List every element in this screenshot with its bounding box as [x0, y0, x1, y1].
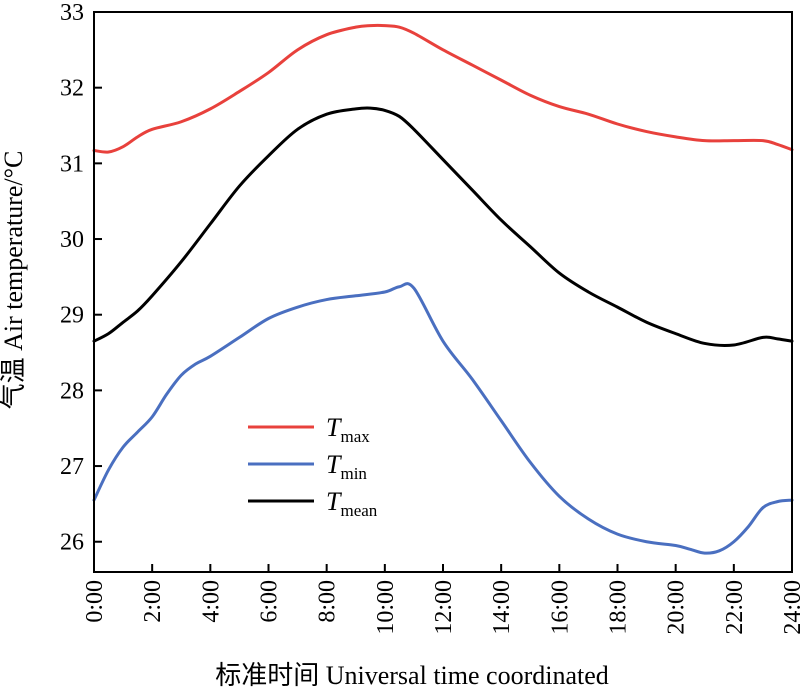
x-tick-label: 20:00 — [664, 580, 690, 635]
y-tick-label: 30 — [60, 227, 84, 253]
series-line-max — [92, 23, 794, 154]
legend-symbol: T — [326, 450, 342, 479]
x-tick-label: 10:00 — [373, 580, 399, 635]
x-axis: 0:00 2:00 4:00 6:00 8:00 10:00 12:00 14:00 16:00… — [82, 564, 800, 635]
x-tick-label: 4:00 — [198, 580, 224, 623]
x-tick-label: 16:00 — [547, 580, 573, 635]
x-tick-label: 6:00 — [257, 580, 283, 623]
legend-label-mean: Tmean — [326, 487, 378, 520]
x-tick-label: 18:00 — [606, 580, 632, 635]
legend-label-min: Tmin — [326, 450, 367, 483]
y-axis: 26 27 28 29 30 31 32 33 — [60, 0, 102, 556]
y-tick-label: 29 — [60, 303, 84, 329]
legend-subscript: max — [340, 427, 370, 446]
y-axis-title: 气温 Air temperature/°C — [0, 151, 28, 410]
x-tick-label: 12:00 — [431, 580, 457, 635]
x-tick-label: 0:00 — [82, 580, 108, 623]
x-tick-label: 2:00 — [140, 580, 166, 623]
y-tick-label: 31 — [60, 151, 84, 177]
legend-subscript: mean — [340, 501, 377, 520]
x-axis-title: 标准时间 Universal time coordinated — [215, 661, 609, 690]
plot-lines — [92, 23, 794, 555]
y-tick-label: 32 — [60, 76, 84, 102]
legend-symbol: T — [326, 487, 342, 516]
x-tick-label: 14:00 — [489, 580, 515, 635]
legend-symbol: T — [326, 413, 342, 442]
series-line-min — [92, 282, 794, 555]
plot-frame — [93, 11, 793, 573]
y-tick-label: 26 — [60, 530, 84, 556]
x-tick-label: 22:00 — [722, 580, 748, 635]
legend-label-max: Tmax — [326, 413, 370, 446]
x-tick-label: 8:00 — [315, 580, 341, 623]
y-tick-label: 33 — [60, 0, 84, 26]
x-tick-label: 24:00 — [780, 580, 800, 635]
y-tick-label: 27 — [60, 454, 84, 480]
y-tick-label: 28 — [60, 378, 84, 404]
legend-subscript: min — [340, 464, 367, 483]
series-line-mean — [92, 106, 794, 347]
